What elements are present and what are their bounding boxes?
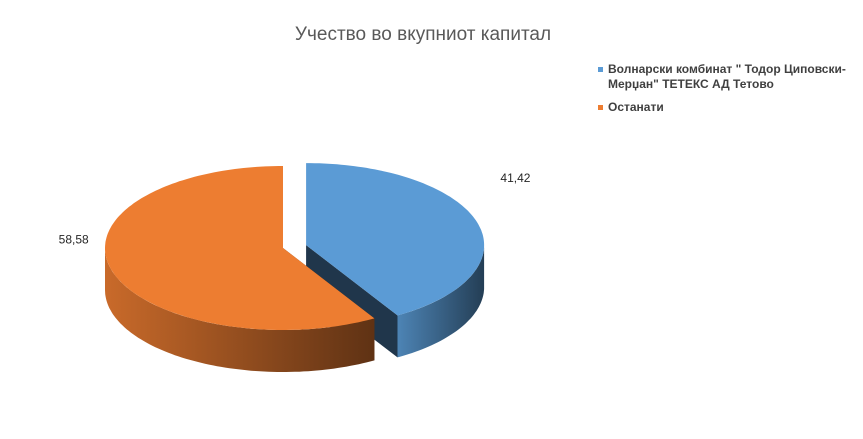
legend-swatch xyxy=(598,105,603,110)
chart-title: Учество во вкупниот капитал xyxy=(295,24,551,45)
slice xyxy=(105,166,375,330)
slice xyxy=(306,163,485,316)
data-label: 58,58 xyxy=(59,232,89,246)
slice-side xyxy=(105,248,375,372)
legend: Волнарски комбинат " Тодор Циповски-Мерџ… xyxy=(598,62,856,123)
data-label: 41,42 xyxy=(500,171,530,185)
legend-swatch xyxy=(598,67,603,72)
legend-item: Волнарски комбинат " Тодор Циповски-Мерџ… xyxy=(598,62,856,92)
legend-label: Волнарски комбинат " Тодор Циповски-Мерџ… xyxy=(608,62,846,91)
legend-item: Останати xyxy=(598,100,856,115)
slice-side xyxy=(397,245,485,358)
legend-label: Останати xyxy=(608,100,664,114)
